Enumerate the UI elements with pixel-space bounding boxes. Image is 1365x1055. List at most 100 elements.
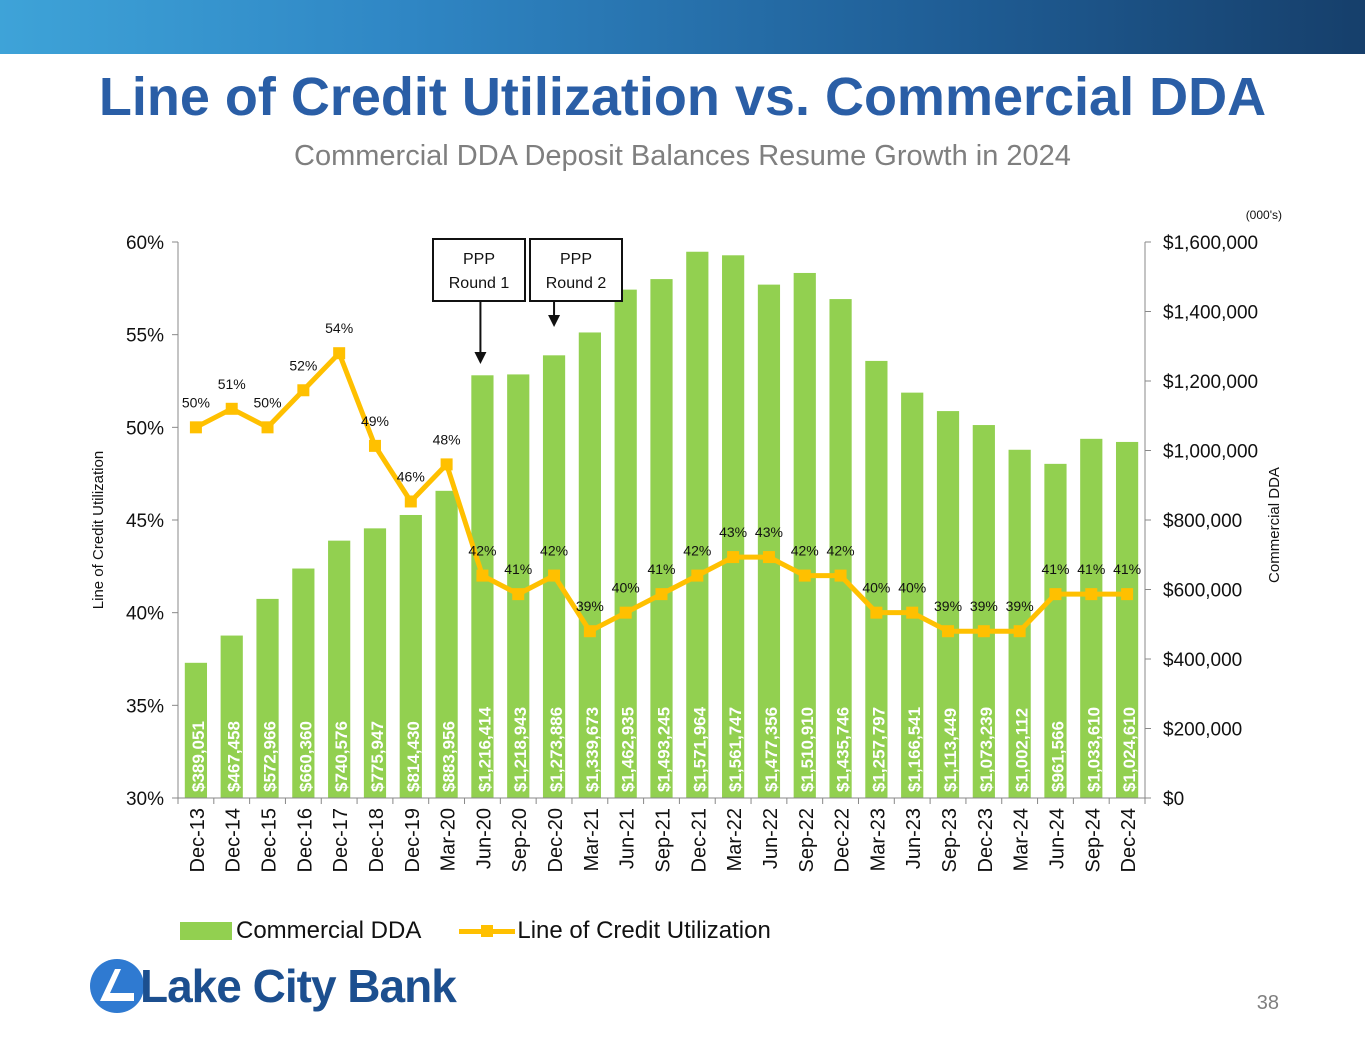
- annotation-box-ppp-round-1: [432, 238, 526, 302]
- line-value-label-Jun-24: 41%: [1041, 561, 1069, 577]
- line-value-label-Dec-15: 50%: [254, 394, 282, 410]
- bar-Sep-23: [936, 411, 960, 798]
- bar-Dec-18: [363, 528, 387, 798]
- left-tick-label-45: 45%: [126, 511, 164, 532]
- line-point-Dec-15: [261, 421, 274, 434]
- x-tick-label-Jun-20: Jun-20: [473, 808, 495, 869]
- x-tick-label-Dec-20: Dec-20: [545, 808, 567, 872]
- x-tick-label-Mar-21: Mar-21: [581, 808, 603, 871]
- line-point-Jun-20: [476, 569, 489, 582]
- bar-value-label-Dec-23: $1,073,239: [977, 707, 996, 792]
- bar-value-label-Jun-24: $961,566: [1048, 721, 1067, 792]
- line-point-Mar-24: [1013, 625, 1026, 638]
- bar-value-label-Dec-14: $467,458: [225, 721, 244, 792]
- left-tick-label-40: 40%: [126, 604, 164, 625]
- line-value-label-Dec-20: 42%: [540, 543, 568, 559]
- bar-value-label-Sep-20: $1,218,943: [511, 707, 530, 792]
- x-tick-label-Sep-23: Sep-23: [939, 808, 961, 873]
- bar-Dec-15: [256, 598, 279, 798]
- bar-value-label-Sep-21: $1,493,245: [655, 707, 674, 792]
- line-value-label-Dec-16: 52%: [289, 357, 317, 373]
- bar-value-label-Dec-17: $740,576: [332, 721, 351, 792]
- bar-value-label-Dec-16: $660,360: [296, 721, 315, 792]
- line-value-label-Dec-21: 42%: [683, 543, 711, 559]
- bar-value-label-Mar-22: $1,561,747: [726, 707, 745, 792]
- line-value-label-Jun-23: 40%: [898, 580, 926, 596]
- x-tick-label-Dec-16: Dec-16: [294, 808, 316, 872]
- line-point-Dec-20: [548, 569, 561, 582]
- right-tick-label-400000: $400,000: [1163, 650, 1242, 671]
- header-band: [0, 0, 1365, 54]
- x-tick-label-Sep-24: Sep-24: [1082, 808, 1104, 873]
- x-tick-label-Dec-22: Dec-22: [832, 808, 854, 872]
- line-point-Dec-24: [1121, 588, 1134, 601]
- line-value-label-Dec-13: 50%: [182, 394, 210, 410]
- legend-swatch-bar: [180, 922, 232, 940]
- line-point-Dec-23: [977, 625, 990, 638]
- line-point-Jun-23: [906, 606, 919, 619]
- x-tick-label-Dec-19: Dec-19: [402, 808, 424, 872]
- left-tick-label-55: 55%: [126, 326, 164, 347]
- right-tick-label-1000000: $1,000,000: [1163, 442, 1258, 463]
- legend-item-line-of-credit: Line of Credit Utilization: [459, 917, 771, 945]
- line-point-Dec-21: [691, 569, 704, 582]
- line-value-label-Mar-24: 39%: [1006, 598, 1034, 614]
- x-tick-label-Sep-21: Sep-21: [653, 808, 675, 873]
- x-tick-label-Jun-23: Jun-23: [903, 808, 925, 869]
- bar-value-label-Jun-23: $1,166,541: [905, 707, 924, 792]
- bar-value-label-Dec-13: $389,051: [189, 721, 208, 792]
- line-point-Dec-13: [189, 421, 202, 434]
- right-tick-label-200000: $200,000: [1163, 720, 1242, 741]
- bar-Dec-21: [686, 251, 709, 799]
- x-tick-label-Dec-18: Dec-18: [366, 808, 388, 872]
- line-point-Sep-23: [942, 625, 955, 638]
- annotation-box-ppp-round-2: [529, 238, 623, 302]
- right-tick-label-1400000: $1,400,000: [1163, 303, 1258, 324]
- bar-Mar-24: [1008, 449, 1031, 798]
- x-tick-label-Dec-13: Dec-13: [187, 808, 209, 872]
- line-point-Jun-21: [619, 606, 632, 619]
- bar-Dec-16: [292, 568, 315, 798]
- line-point-Dec-17: [333, 347, 346, 360]
- x-tick-label-Jun-21: Jun-21: [617, 808, 639, 869]
- bar-Sep-21: [650, 279, 673, 798]
- line-point-Dec-14: [225, 402, 238, 415]
- line-point-Sep-22: [798, 569, 811, 582]
- right-tick-label-1600000: $1,600,000: [1163, 233, 1258, 254]
- line-value-label-Dec-18: 49%: [361, 413, 389, 429]
- x-tick-label-Sep-20: Sep-20: [509, 808, 531, 873]
- x-tick-label-Dec-21: Dec-21: [688, 808, 710, 872]
- line-value-label-Mar-23: 40%: [862, 580, 890, 596]
- line-value-label-Mar-22: 43%: [719, 524, 747, 540]
- left-tick-label-35: 35%: [126, 696, 164, 717]
- bar-Jun-20: [471, 375, 494, 798]
- line-value-label-Sep-22: 42%: [791, 543, 819, 559]
- line-value-label-Jun-22: 43%: [755, 524, 783, 540]
- right-tick-label-800000: $800,000: [1163, 511, 1242, 532]
- x-tick-label-Dec-23: Dec-23: [975, 808, 997, 872]
- bar-value-label-Sep-24: $1,033,610: [1084, 707, 1103, 792]
- bar-Mar-21: [578, 332, 601, 798]
- bar-value-label-Mar-21: $1,339,673: [583, 707, 602, 792]
- line-value-label-Sep-24: 41%: [1077, 561, 1105, 577]
- bank-logo-text: Lake City Bank: [140, 960, 457, 1012]
- line-value-label-Dec-24: 41%: [1113, 561, 1141, 577]
- bar-Dec-19: [399, 514, 422, 798]
- annotation-arrow-head-2: [548, 315, 561, 327]
- bar-Sep-24: [1080, 438, 1103, 798]
- line-value-label-Jun-20: 42%: [468, 543, 496, 559]
- bar-Mar-23: [865, 360, 888, 798]
- line-point-Dec-19: [404, 495, 417, 508]
- right-tick-label-0: $0: [1163, 789, 1184, 810]
- line-value-label-Dec-19: 46%: [397, 468, 425, 484]
- line-value-label-Dec-14: 51%: [218, 376, 246, 392]
- x-tick-label-Mar-24: Mar-24: [1011, 808, 1033, 871]
- bar-value-label-Dec-18: $775,947: [368, 721, 387, 792]
- legend-label-commercial-dda: Commercial DDA: [236, 917, 422, 944]
- bar-Dec-24: [1115, 441, 1139, 798]
- legend-item-commercial-dda: Commercial DDA: [180, 917, 421, 945]
- x-tick-label-Mar-20: Mar-20: [438, 808, 460, 871]
- line-value-label-Mar-20: 48%: [433, 431, 461, 447]
- annotation-line1-ppp-round-2: PPP: [560, 251, 592, 268]
- line-point-Dec-22: [834, 569, 847, 582]
